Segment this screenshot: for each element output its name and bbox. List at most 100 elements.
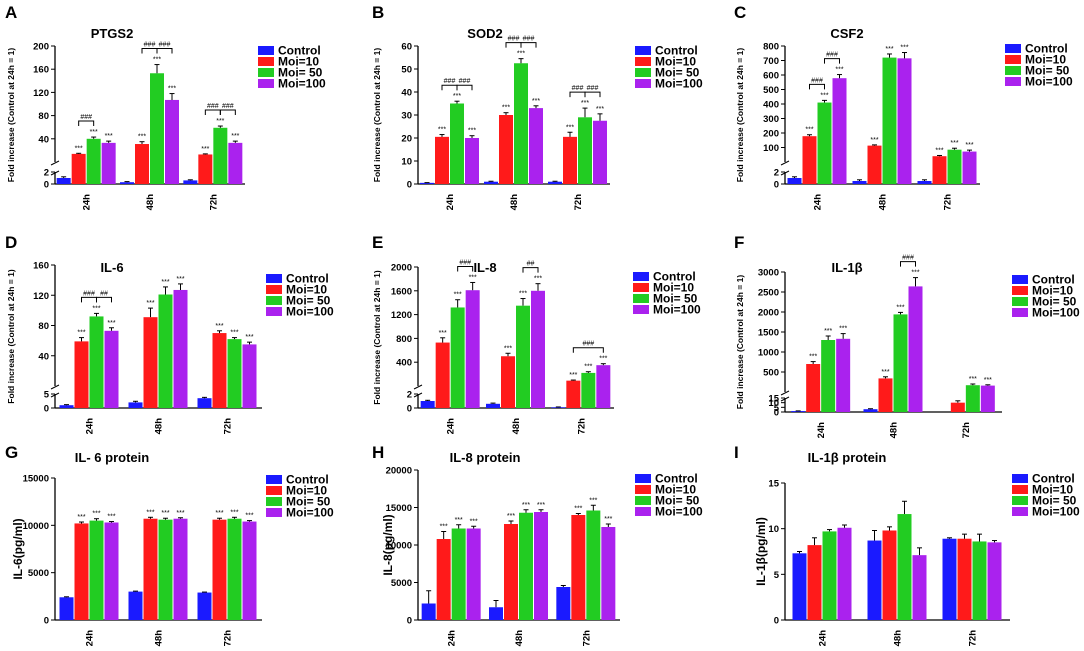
legend-swatch (258, 46, 274, 55)
bar-control-48h (128, 402, 143, 408)
significance-label: *** (440, 524, 448, 531)
significance-label: *** (153, 57, 161, 64)
x-tick-label: 24h (818, 630, 829, 647)
significance-label: *** (231, 133, 239, 140)
y-axis-label: IL-8(pg/ml) (381, 514, 395, 575)
panel-label: H (372, 443, 384, 462)
x-tick-label: 48h (878, 194, 889, 211)
legend-label: Moi=10 (1032, 284, 1073, 298)
legend-label: Moi= 50 (286, 495, 331, 509)
bar-moi50-48h (893, 314, 908, 412)
bar-moi100-48h (529, 108, 543, 184)
legend-label: Control (286, 272, 329, 286)
bar-control-48h (120, 182, 134, 184)
legend-label: Moi=10 (653, 281, 694, 295)
significance-label: *** (584, 364, 592, 371)
legend-label: Moi=100 (278, 77, 326, 91)
bar-moi10-72h (566, 380, 581, 408)
legend-swatch (635, 507, 651, 516)
legend-swatch (635, 68, 651, 77)
bar-moi100-24h (466, 528, 481, 620)
significance-label: *** (569, 372, 577, 379)
significance-bracket (219, 109, 236, 116)
bar-moi100-24h (832, 78, 847, 184)
bar-control-48h (486, 403, 500, 408)
y-tick-label: 160 (33, 65, 49, 76)
y-tick-label: 200 (763, 129, 779, 140)
panel-label: I (734, 443, 739, 462)
legend-swatch (266, 285, 282, 294)
significance-label: *** (161, 279, 169, 286)
bracket-label: ### (826, 52, 838, 59)
bar-moi50-24h (817, 102, 832, 184)
y-tick-label: 80 (38, 111, 49, 122)
chart-title: PTGS2 (91, 26, 134, 41)
y-tick-label: 500 (763, 85, 779, 96)
bar-moi100-48h (912, 555, 927, 620)
panel-label: D (5, 233, 17, 252)
y-tick-label: 120 (33, 291, 49, 302)
panel-label: C (734, 3, 746, 22)
significance-label: *** (146, 509, 154, 516)
bar-moi50-48h (150, 73, 164, 184)
bar-moi100-24h (101, 142, 116, 184)
y-axis-label: Fold increase (Control at 24h = 1) (6, 48, 16, 183)
y-axis-label: Fold increase (Control at 24h = 1) (735, 275, 745, 410)
axis-break (50, 160, 60, 166)
bar-moi100-72h (242, 521, 257, 620)
x-tick-label: 24h (446, 418, 457, 435)
bar-moi10-48h (499, 115, 513, 184)
bar-moi10-24h (71, 153, 86, 184)
y-tick-label: 400 (763, 100, 779, 111)
bar-control-24h (420, 182, 434, 184)
bar-moi10-24h (802, 136, 817, 184)
x-tick-label: 48h (893, 630, 904, 647)
chart-title: IL-1β (831, 260, 862, 275)
chart-title: IL-8 (473, 260, 496, 275)
y-tick-label: 40 (38, 134, 49, 145)
y-tick-label: 40 (401, 88, 412, 99)
bar-moi100-48h (897, 58, 912, 185)
y-axis-label: Fold increase (Control at 24h = 1) (372, 270, 382, 405)
bar-control-48h (867, 540, 882, 620)
significance-label: *** (519, 291, 527, 298)
legend-swatch (1012, 297, 1028, 306)
y-tick-label: 1600 (391, 286, 412, 297)
y-tick-label: 5000 (28, 568, 49, 579)
bar-moi100-72h (593, 120, 607, 184)
bar-moi100-72h (962, 151, 977, 184)
significance-label: *** (885, 46, 893, 53)
significance-bracket (809, 83, 825, 90)
legend-label: Moi=10 (1032, 483, 1073, 497)
bar-moi50-72h (227, 518, 242, 620)
legend-label: Moi= 50 (278, 66, 323, 80)
bar-moi10-72h (571, 515, 586, 620)
significance-label: *** (176, 276, 184, 283)
significance-bracket (456, 84, 473, 91)
bracket-label: ### (902, 255, 914, 262)
bar-moi10-72h (950, 402, 965, 412)
bar-moi50-72h (965, 385, 980, 412)
bar-moi100-72h (228, 142, 243, 184)
legend-swatch (635, 79, 651, 88)
x-tick-label: 24h (85, 630, 96, 647)
chart-title: SOD2 (467, 26, 502, 41)
bar-moi10-48h (867, 145, 882, 184)
significance-label: *** (77, 330, 85, 337)
significance-label: *** (75, 145, 83, 152)
legend-label: Moi=10 (286, 283, 327, 297)
significance-label: *** (517, 51, 525, 58)
bar-moi50-24h (451, 528, 466, 620)
significance-label: *** (438, 127, 446, 134)
bar-moi50-48h (897, 514, 912, 620)
significance-label: *** (532, 98, 540, 105)
y-tick-label: 30 (401, 111, 412, 122)
legend-swatch (635, 57, 651, 66)
bar-moi50-24h (821, 340, 836, 412)
legend-label: Moi=100 (1025, 75, 1073, 89)
bar-moi100-24h (104, 330, 119, 408)
significance-label: *** (589, 497, 597, 504)
x-tick-label: 24h (447, 630, 458, 647)
